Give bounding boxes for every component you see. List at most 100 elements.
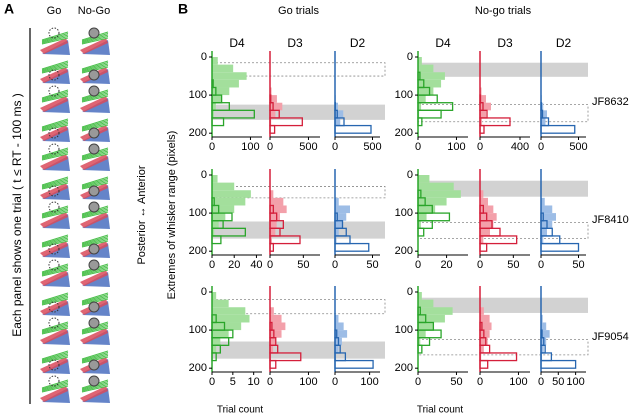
x-tick-label: 50 [297,259,309,271]
thumb-green [81,210,109,218]
x-tick-label: 0 [415,376,421,388]
x-tick-label: 100 [241,141,259,153]
hist-bar [480,345,484,353]
thumb-green [81,60,109,70]
thumb-green [81,62,109,71]
thumb-green [41,66,69,74]
thumb-pole [88,259,100,271]
other-band [417,104,589,123]
panel-label: A [4,1,14,17]
hist-bar [418,72,445,80]
hist-outline [540,359,577,369]
whisker-name: D3 [287,36,303,50]
hist-bar [212,205,235,214]
hist-outline [479,359,489,369]
x-tick-label: 500 [569,141,587,153]
y-tick-label: 200 [189,362,207,374]
thumb-green [41,31,69,41]
hist-bar [541,213,556,221]
hist-bar [418,330,426,338]
hist-bar [335,228,339,236]
thumb-red [40,386,68,402]
thumb-green [41,152,69,160]
hist-bar [418,307,453,315]
hist-bar [212,330,229,338]
hist-bar [541,117,546,126]
thumb-green [41,123,69,131]
thumb-green [81,95,109,103]
hist-bar [480,197,488,206]
thumb-green [81,239,109,247]
x-tick-label: 0 [332,141,338,153]
side-label: Each panel shows one trial ( t ≤ RT - 10… [10,93,24,337]
y-tick-label: 100 [395,324,413,336]
y-tick-label: 100 [395,207,413,219]
thumb-green [41,150,69,159]
thumb-red [40,328,68,344]
whisker-name: D2 [350,36,366,50]
hist-bar [480,117,482,126]
thumb-green [41,176,69,186]
hist-bar [270,307,274,315]
thumb-pole [48,201,60,213]
thumb-green [41,355,69,363]
whisker-name: D3 [497,36,513,50]
hist-bar [541,110,547,118]
hist-bar [480,190,484,198]
thumb-green [81,34,109,43]
hist-bar [418,220,421,229]
thumb-pole [88,85,100,97]
thumb-green [81,181,109,189]
thumb-green [41,36,69,44]
thumb-green [41,207,69,216]
thumb-pole [48,85,60,97]
hist-bar [480,330,490,338]
x-tick-label: 0 [477,259,483,271]
x-tick-label: 400 [511,141,529,153]
thumb-pole [88,69,100,81]
hist-bar [212,228,215,236]
thumb-green [81,94,109,102]
thumb-green [41,266,69,275]
hist-bar [541,345,544,353]
hist-bar [480,235,484,244]
animal-label: JF8632 [592,96,629,108]
whisker-name: D4 [229,36,245,50]
thumb-pole [48,243,60,255]
hist-bar [418,337,421,346]
x-tick-label: 10 [248,376,260,388]
thumb-green [41,294,69,303]
thumb-green [81,237,109,246]
thumb-green [41,179,69,188]
hist-bar [212,299,229,308]
thumb-pole [88,243,100,255]
x-tick-label: 0 [538,141,544,153]
x-axis-label: Trial count [417,405,464,416]
hist-bar [418,175,430,183]
thumb-green [81,326,109,334]
x-tick-label: 0 [415,259,421,271]
thumb-red [40,96,68,112]
hist-bar [212,182,235,191]
thumb-green [41,298,69,306]
thumb-green [81,179,109,188]
thumb-green [41,63,69,72]
hist-bar [212,190,251,198]
thumb-green [41,295,69,304]
hist-bar [335,117,341,126]
thumb-pole [88,185,100,197]
thumb-pole [48,317,60,329]
thumb-green [41,94,69,102]
thumb-pole [48,185,60,197]
thumb-pole [88,317,100,329]
thumb-pole [88,143,100,155]
thumb-green [41,65,69,73]
thumb-red [80,38,108,54]
thumb-green [81,292,109,302]
thumb-green [41,292,69,302]
hist-bar [212,57,218,65]
thumb-pole [88,301,100,313]
thumb-green [41,120,69,129]
thumb-green [41,95,69,103]
y-tick-label: 200 [395,127,413,139]
